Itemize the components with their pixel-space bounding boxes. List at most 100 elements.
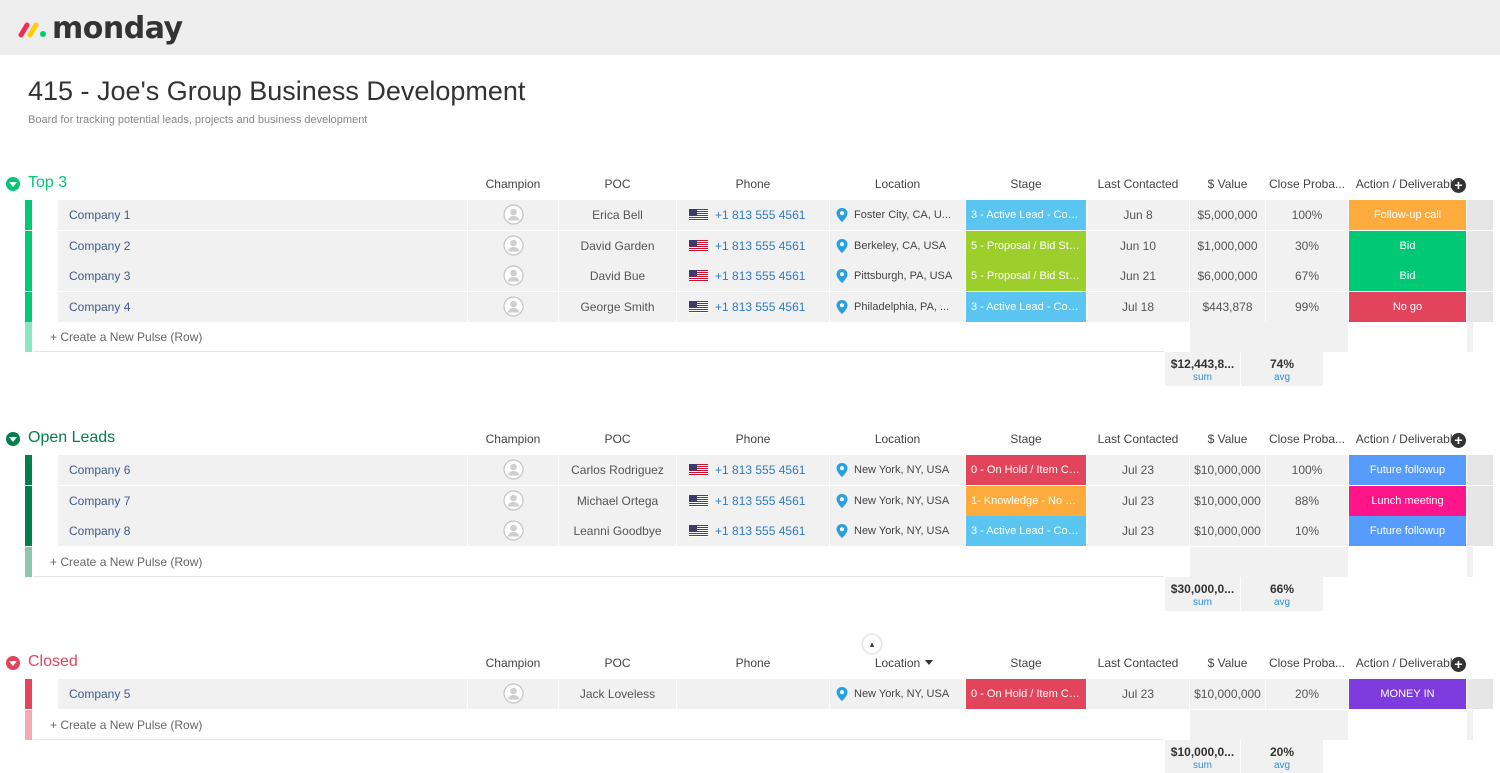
person-avatar-icon[interactable] (502, 295, 524, 317)
champion-cell[interactable] (468, 516, 558, 546)
group-title[interactable]: Closed (28, 653, 78, 670)
close-probability-cell[interactable]: 20% (1266, 679, 1348, 709)
column-header-location[interactable]: Location (874, 656, 921, 670)
person-avatar-icon[interactable] (502, 234, 524, 256)
last-contacted-date[interactable]: Jul 23 (1087, 455, 1189, 485)
sum-label[interactable]: sum (1193, 372, 1212, 383)
column-header-poc[interactable]: POC (604, 656, 631, 670)
person-avatar-icon[interactable] (502, 489, 524, 511)
board-title[interactable]: 415 - Joe's Group Business Development (28, 76, 526, 106)
poc-cell[interactable]: Jack Loveless (559, 679, 676, 709)
phone-number[interactable]: +1 813 555 4561 (715, 269, 806, 283)
value-cell[interactable]: $443,878 (1190, 291, 1265, 322)
person-avatar-icon[interactable] (502, 520, 524, 541)
poc-cell[interactable]: David Bue (559, 261, 676, 291)
value-cell[interactable]: $10,000,000 (1190, 455, 1265, 485)
action-status[interactable]: Future followup (1349, 455, 1466, 485)
stage-status[interactable]: 3 - Active Lead - Conne... (966, 200, 1086, 230)
action-status[interactable]: MONEY IN (1349, 679, 1466, 709)
stage-status[interactable]: 0 - On Hold / Item Closed (966, 679, 1086, 709)
location-cell[interactable]: New York, NY, USA (830, 679, 965, 709)
value-cell[interactable]: $10,000,000 (1190, 516, 1265, 546)
stage-status[interactable]: 3 - Active Lead - Conne... (966, 291, 1086, 322)
column-header-phone[interactable]: Phone (735, 432, 771, 446)
value-cell[interactable]: $5,000,000 (1190, 200, 1265, 230)
column-header-close-prob[interactable]: Close Proba... (1268, 432, 1346, 446)
item-name[interactable]: Company 3 (58, 261, 467, 291)
column-header-stage[interactable]: Stage (1010, 432, 1042, 446)
last-contacted-date[interactable]: Jul 23 (1087, 485, 1189, 516)
column-header-champion[interactable]: Champion (485, 432, 541, 446)
last-contacted-date[interactable]: Jun 21 (1087, 261, 1189, 291)
action-status[interactable]: No go (1349, 291, 1466, 322)
last-contacted-date[interactable]: Jul 18 (1087, 291, 1189, 322)
location-cell[interactable]: New York, NY, USA (830, 455, 965, 485)
column-header-action[interactable]: Action / Deliverable (1355, 177, 1460, 191)
poc-cell[interactable]: Leanni Goodbye (559, 516, 676, 546)
action-status[interactable]: Bid (1349, 261, 1466, 291)
group-title[interactable]: Open Leads (28, 429, 116, 446)
sort-icon[interactable]: ▴ (863, 635, 881, 653)
sum-label[interactable]: sum (1193, 759, 1212, 771)
phone-number[interactable]: +1 813 555 4561 (715, 493, 806, 508)
last-contacted-date[interactable]: Jun 8 (1087, 200, 1189, 230)
action-status[interactable]: Bid (1349, 230, 1466, 261)
column-header-value[interactable]: $ Value (1207, 656, 1248, 670)
person-avatar-icon[interactable] (502, 204, 524, 225)
location-cell[interactable]: Philadelphia, PA, ... (830, 291, 965, 322)
avg-label[interactable]: avg (1273, 372, 1291, 383)
item-name[interactable]: Company 1 (58, 200, 467, 230)
column-header-poc[interactable]: POC (604, 432, 631, 446)
column-header-value[interactable]: $ Value (1207, 432, 1248, 446)
collapse-toggle-icon[interactable] (6, 177, 20, 191)
person-avatar-icon[interactable] (502, 683, 524, 704)
board-description[interactable]: Board for tracking potential leads, proj… (28, 114, 368, 126)
phone-cell[interactable]: +1 813 555 4561 (677, 516, 829, 546)
column-header-last-contacted[interactable]: Last Contacted (1097, 432, 1179, 446)
create-new-pulse-button[interactable]: + Create a New Pulse (Row) (33, 710, 1164, 740)
champion-cell[interactable] (468, 455, 558, 485)
column-header-last-contacted[interactable]: Last Contacted (1097, 177, 1179, 191)
monday-logo[interactable]: monday (18, 10, 183, 46)
add-column-icon[interactable]: + (1451, 433, 1466, 448)
location-cell[interactable]: New York, NY, USA (830, 485, 965, 516)
column-header-close-prob[interactable]: Close Proba... (1268, 656, 1346, 670)
column-header-value[interactable]: $ Value (1207, 177, 1248, 191)
phone-cell[interactable] (677, 679, 829, 709)
champion-cell[interactable] (468, 291, 558, 322)
phone-number[interactable]: +1 813 555 4561 (715, 299, 806, 314)
poc-cell[interactable]: David Garden (559, 230, 676, 261)
column-header-phone[interactable]: Phone (735, 177, 771, 191)
phone-cell[interactable]: +1 813 555 4561 (677, 291, 829, 322)
last-contacted-date[interactable]: Jul 23 (1087, 516, 1189, 546)
column-header-close-prob[interactable]: Close Proba... (1268, 177, 1346, 191)
poc-cell[interactable]: George Smith (559, 291, 676, 322)
column-header-champion[interactable]: Champion (485, 656, 541, 670)
column-header-location[interactable]: Location (874, 177, 921, 191)
column-header-poc[interactable]: POC (604, 177, 631, 191)
stage-status[interactable]: 1- Knowledge - No Deta... (966, 485, 1086, 516)
champion-cell[interactable] (468, 679, 558, 709)
column-header-champion[interactable]: Champion (485, 177, 541, 191)
column-header-action[interactable]: Action / Deliverable (1355, 432, 1460, 446)
stage-status[interactable]: 3 - Active Lead - Conne... (966, 516, 1086, 546)
column-header-stage[interactable]: Stage (1010, 656, 1042, 670)
phone-number[interactable]: +1 813 555 4561 (715, 208, 806, 222)
phone-cell[interactable]: +1 813 555 4561 (677, 485, 829, 516)
phone-number[interactable]: +1 813 555 4561 (715, 524, 806, 538)
phone-cell[interactable]: +1 813 555 4561 (677, 455, 829, 485)
close-probability-cell[interactable]: 67% (1266, 261, 1348, 291)
column-header-stage[interactable]: Stage (1010, 177, 1042, 191)
value-cell[interactable]: $1,000,000 (1190, 230, 1265, 261)
stage-status[interactable]: 0 - On Hold / Item Closed (966, 455, 1086, 485)
champion-cell[interactable] (468, 485, 558, 516)
location-cell[interactable]: Berkeley, CA, USA (830, 230, 965, 261)
action-status[interactable]: Follow-up call (1349, 200, 1466, 230)
column-menu-chevron-down-icon[interactable] (925, 660, 933, 665)
item-name[interactable]: Company 8 (58, 516, 467, 546)
create-new-pulse-button[interactable]: + Create a New Pulse (Row) (33, 322, 1164, 352)
action-status[interactable]: Lunch meeting (1349, 485, 1466, 516)
poc-cell[interactable]: Erica Bell (559, 200, 676, 230)
value-cell[interactable]: $10,000,000 (1190, 485, 1265, 516)
close-probability-cell[interactable]: 100% (1266, 200, 1348, 230)
